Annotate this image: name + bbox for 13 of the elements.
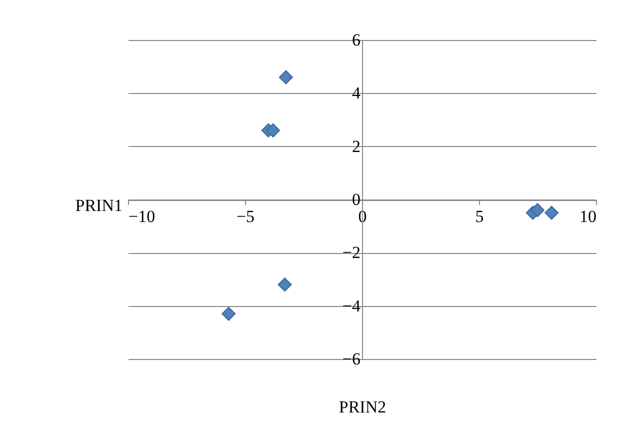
y-tick-label: −2: [342, 243, 360, 262]
x-tick-label: −5: [236, 207, 255, 226]
y-tick-label: 0: [352, 190, 360, 209]
x-axis-title: PRIN2: [338, 398, 386, 416]
x-tick-label: 10: [580, 207, 596, 226]
y-tick-label: −4: [342, 296, 361, 316]
x-tick-label: 5: [475, 207, 484, 226]
x-tick-label: −10: [128, 207, 156, 226]
y-tick-label: −6: [342, 350, 360, 368]
y-tick-label: 6: [352, 30, 360, 50]
y-tick-label: 4: [352, 84, 361, 103]
y-axis-title: PRIN1: [75, 196, 122, 215]
y-tick-label: 2: [352, 136, 360, 156]
